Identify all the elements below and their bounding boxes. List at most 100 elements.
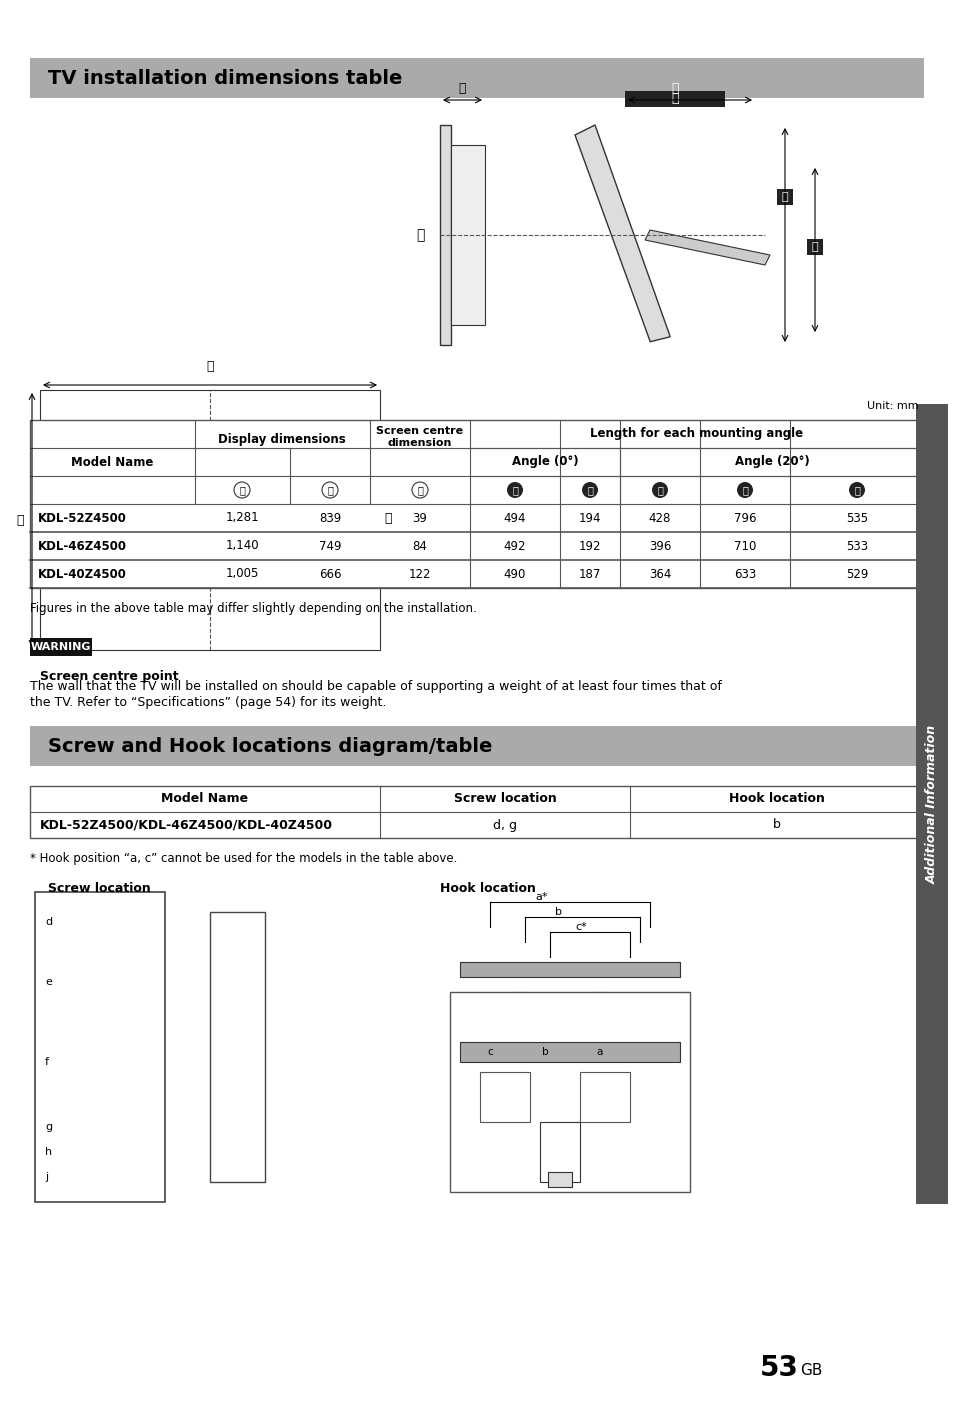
Bar [35, 892, 165, 1202]
Text: Additional Information: Additional Information [924, 724, 938, 883]
Text: Figures in the above table may differ slightly depending on the installation.: Figures in the above table may differ sl… [30, 602, 476, 615]
Text: 839: 839 [318, 511, 341, 525]
Text: Ⓗ: Ⓗ [853, 484, 859, 496]
Text: ⓔ: ⓔ [586, 484, 593, 496]
Text: g: g [45, 1122, 52, 1132]
Circle shape [506, 482, 522, 498]
Text: Screw location: Screw location [48, 882, 151, 894]
Bar [915, 404, 947, 1205]
Text: Ⓕ: Ⓕ [671, 93, 678, 105]
Text: c*: c* [575, 922, 586, 932]
Circle shape [581, 482, 598, 498]
Text: Angle (20°): Angle (20°) [734, 455, 808, 469]
Circle shape [595, 997, 604, 1007]
Text: KDL-52Z4500/KDL-46Z4500/KDL-40Z4500: KDL-52Z4500/KDL-46Z4500/KDL-40Z4500 [40, 819, 333, 831]
Bar [30, 637, 91, 656]
Text: Display dimensions: Display dimensions [218, 432, 346, 446]
Text: KDL-52Z4500: KDL-52Z4500 [38, 511, 127, 525]
Text: c: c [487, 1047, 493, 1057]
Text: WARNING: WARNING [30, 642, 91, 651]
Circle shape [412, 482, 428, 498]
Text: b: b [772, 819, 781, 831]
Text: Ⓕ: Ⓕ [657, 484, 662, 496]
Circle shape [50, 1054, 64, 1068]
Bar [210, 913, 265, 1182]
Text: 492: 492 [503, 539, 526, 553]
Text: Screen centre point: Screen centre point [40, 670, 178, 682]
Text: Ⓑ: Ⓑ [327, 484, 333, 496]
Bar [120, 470, 299, 490]
Text: b: b [555, 907, 561, 917]
Text: d, g: d, g [493, 819, 517, 831]
Bar [30, 786, 923, 838]
Circle shape [276, 472, 293, 489]
Text: Angle (0°): Angle (0°) [511, 455, 578, 469]
Text: Ⓖ: Ⓖ [781, 192, 787, 202]
Text: Ⓕ: Ⓕ [671, 81, 678, 95]
Bar [459, 962, 679, 977]
Bar [459, 1042, 679, 1061]
Bar [40, 390, 379, 650]
Text: 396: 396 [648, 539, 671, 553]
Text: ⓔ: ⓔ [457, 81, 465, 95]
Text: 194: 194 [578, 511, 600, 525]
Polygon shape [644, 230, 769, 265]
Text: 666: 666 [318, 567, 341, 580]
Text: The wall that the TV will be installed on should be capable of supporting a weig: The wall that the TV will be installed o… [30, 680, 721, 694]
Bar [439, 125, 451, 345]
Text: Ⓒ: Ⓒ [416, 484, 422, 496]
Text: KDL-46Z4500: KDL-46Z4500 [38, 539, 127, 553]
Text: 428: 428 [648, 511, 671, 525]
Bar [806, 239, 822, 256]
Bar [30, 420, 923, 588]
Text: 749: 749 [318, 539, 341, 553]
Circle shape [483, 1040, 496, 1053]
Circle shape [127, 552, 143, 569]
Circle shape [538, 1040, 551, 1053]
Text: 39: 39 [412, 511, 427, 525]
Text: 633: 633 [733, 567, 756, 580]
Circle shape [127, 472, 143, 489]
Text: 53: 53 [760, 1353, 798, 1382]
Text: e: e [45, 977, 51, 987]
Text: KDL-40Z4500: KDL-40Z4500 [38, 567, 127, 580]
Circle shape [50, 1170, 64, 1184]
Circle shape [233, 482, 250, 498]
Bar [194, 470, 225, 570]
Text: 192: 192 [578, 539, 600, 553]
Text: * Hook position “a, c” cannot be used for the models in the table above.: * Hook position “a, c” cannot be used fo… [30, 852, 456, 865]
Bar [450, 993, 689, 1192]
Text: Ⓑ: Ⓑ [16, 514, 24, 526]
Text: Ⓖ: Ⓖ [741, 484, 747, 496]
Bar [120, 550, 299, 570]
Text: Screen centre
dimension: Screen centre dimension [376, 425, 463, 448]
Bar [30, 726, 923, 767]
Circle shape [322, 482, 337, 498]
Bar [512, 993, 527, 1007]
Bar [547, 1172, 572, 1186]
Bar [539, 1122, 579, 1182]
Text: TV installation dimensions table: TV installation dimensions table [48, 69, 402, 87]
Circle shape [50, 1146, 64, 1158]
Circle shape [230, 946, 244, 960]
Text: 710: 710 [733, 539, 756, 553]
Bar [451, 145, 484, 324]
Bar [624, 91, 724, 107]
Text: 187: 187 [578, 567, 600, 580]
Text: the TV. Refer to “Specifications” (page 54) for its weight.: the TV. Refer to “Specifications” (page … [30, 696, 386, 709]
Text: 84: 84 [412, 539, 427, 553]
Text: a: a [597, 1047, 602, 1057]
Text: Screw and Hook locations diagram/table: Screw and Hook locations diagram/table [48, 737, 492, 755]
Text: 1,281: 1,281 [225, 511, 258, 525]
Text: Model Name: Model Name [161, 792, 249, 806]
Text: Unit: mm: Unit: mm [866, 402, 918, 411]
Text: 122: 122 [408, 567, 431, 580]
Circle shape [230, 1134, 244, 1148]
Text: d: d [45, 917, 52, 927]
Text: 364: 364 [648, 567, 671, 580]
Text: Model Name: Model Name [71, 455, 153, 469]
Circle shape [50, 915, 64, 929]
Text: j: j [45, 1172, 48, 1182]
Bar [592, 993, 607, 1007]
Polygon shape [575, 125, 670, 341]
